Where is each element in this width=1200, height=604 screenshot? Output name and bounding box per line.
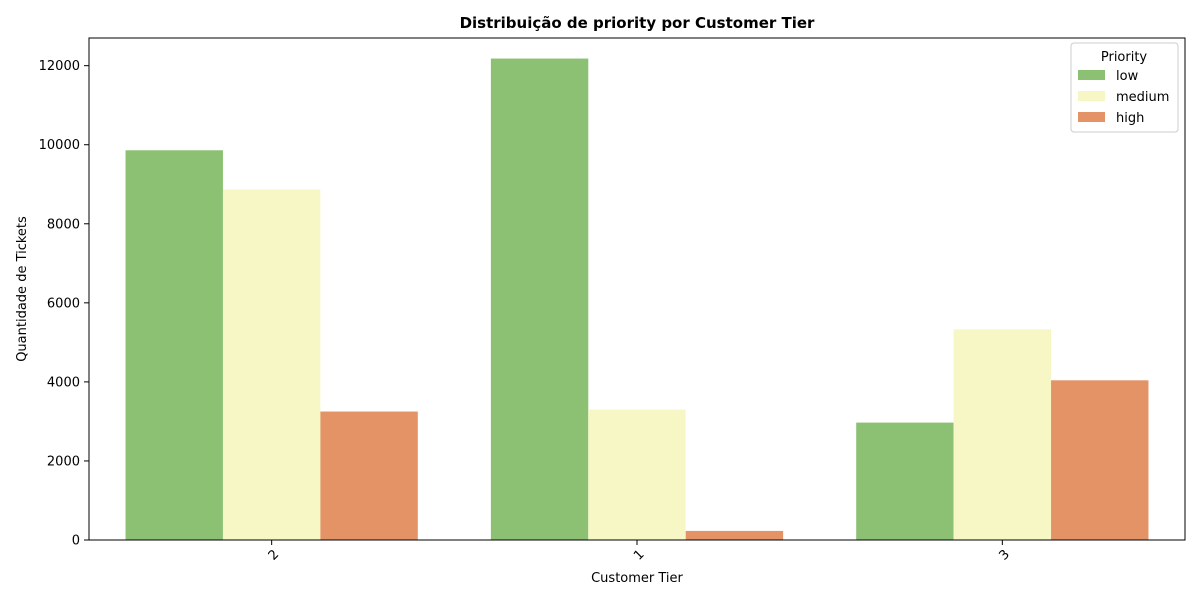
- x-axis-ticks: 2 1 3: [266, 540, 1013, 564]
- y-tick-label: 0: [72, 534, 80, 549]
- bars-layer: [125, 58, 1149, 541]
- y-tick-label: 2000: [47, 454, 80, 469]
- bar-high-tier-2: [320, 411, 418, 540]
- y-tick-label: 12000: [39, 59, 80, 74]
- legend-swatch-medium: [1078, 91, 1105, 101]
- bar-high-tier-1: [685, 530, 784, 540]
- x-tick-label: 1: [631, 547, 647, 563]
- legend-label-low: low: [1116, 69, 1139, 84]
- y-tick-label: 6000: [47, 296, 80, 311]
- y-tick-label: 8000: [47, 217, 80, 232]
- legend: Priority low medium high: [1070, 42, 1179, 133]
- x-tick-label: 3: [996, 547, 1012, 563]
- legend-title: Priority: [1101, 50, 1148, 65]
- legend-swatch-low: [1078, 70, 1105, 80]
- chart-title: Distribuição de priority por Customer Ti…: [460, 14, 815, 32]
- y-tick-label: 10000: [39, 138, 80, 153]
- bar-low-tier-3: [856, 422, 954, 540]
- legend-label-medium: medium: [1116, 90, 1169, 105]
- bar-medium-tier-3: [953, 329, 1052, 540]
- bar-medium-tier-1: [588, 409, 686, 540]
- legend-swatch-high: [1078, 112, 1105, 122]
- bar-high-tier-3: [1051, 380, 1149, 540]
- bar-medium-tier-2: [222, 189, 321, 540]
- y-axis-ticks: 0 2000 4000 6000 8000 10000 12000: [39, 59, 89, 549]
- x-tick-label: 2: [266, 547, 282, 563]
- y-tick-label: 4000: [47, 375, 80, 390]
- legend-items: low medium high: [1078, 69, 1169, 126]
- bar-low-tier-2: [125, 150, 223, 540]
- bar-low-tier-1: [490, 58, 589, 541]
- legend-label-high: high: [1116, 111, 1144, 126]
- x-axis-label: Customer Tier: [591, 571, 683, 586]
- legend-box: [1070, 42, 1179, 133]
- y-axis-label: Quantidade de Tickets: [15, 216, 30, 362]
